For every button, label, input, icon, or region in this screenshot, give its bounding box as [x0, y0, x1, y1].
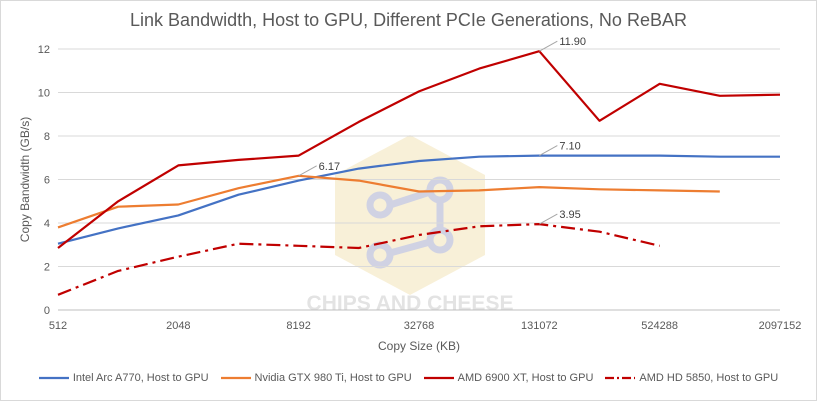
data-label: 7.10 — [559, 141, 580, 153]
series-line — [57, 50, 781, 249]
data-label-leader — [539, 213, 558, 225]
x-tick-label: 512 — [49, 320, 67, 332]
y-tick-label: 0 — [44, 305, 50, 317]
legend-label: Intel Arc A770, Host to GPU — [72, 372, 209, 384]
y-tick-label: 6 — [44, 175, 50, 187]
x-axis-title: Copy Size (KB) — [378, 339, 460, 353]
legend-label: AMD 6900 XT, Host to GPU — [457, 372, 594, 384]
y-tick-label: 8 — [44, 131, 50, 143]
data-label-leader — [298, 165, 317, 177]
legend: Intel Arc A770, Host to GPU Nvidia GTX 98… — [0, 372, 817, 384]
legend-swatch — [605, 376, 636, 380]
y-tick-label: 12 — [38, 44, 50, 56]
legend-swatch — [423, 376, 454, 380]
x-tick-label: 524288 — [641, 320, 678, 332]
x-tick-label: 2048 — [166, 320, 190, 332]
y-tick-label: 4 — [44, 218, 50, 230]
legend-label: Nvidia GTX 980 Ti, Host to GPU — [254, 372, 412, 384]
legend-label: AMD HD 5850, Host to GPU — [639, 372, 779, 384]
series-line — [57, 223, 660, 296]
series-line — [57, 174, 720, 229]
data-label-leader — [539, 145, 558, 157]
legend-item: AMD 6900 XT, Host to GPU — [423, 372, 594, 384]
series-line — [57, 154, 780, 245]
x-tick-label: 131072 — [521, 320, 558, 332]
watermark: CHIPS AND CHEESE — [300, 130, 520, 320]
data-label: 11.90 — [559, 36, 586, 48]
x-tick-label: 8192 — [286, 320, 310, 332]
legend-swatch — [220, 376, 251, 380]
data-label: 6.17 — [319, 161, 340, 173]
legend-item: Intel Arc A770, Host to GPU — [38, 372, 209, 384]
data-label-leader — [539, 40, 558, 52]
y-tick-label: 2 — [44, 262, 50, 274]
x-tick-label: 2097152 — [759, 320, 802, 332]
y-axis-title: Copy Bandwidth (GB/s) — [18, 117, 32, 242]
legend-swatch — [38, 376, 69, 380]
data-label: 3.95 — [559, 209, 580, 221]
legend-item: AMD HD 5850, Host to GPU — [605, 372, 778, 384]
legend-item: Nvidia GTX 980 Ti, Host to GPU — [220, 372, 412, 384]
chart-title: Link Bandwidth, Host to GPU, Different P… — [130, 10, 687, 30]
watermark-circuit-icon — [366, 176, 454, 269]
y-tick-label: 10 — [38, 88, 50, 100]
watermark-text: CHIPS AND CHEESE — [307, 292, 514, 315]
x-tick-label: 32768 — [404, 320, 435, 332]
